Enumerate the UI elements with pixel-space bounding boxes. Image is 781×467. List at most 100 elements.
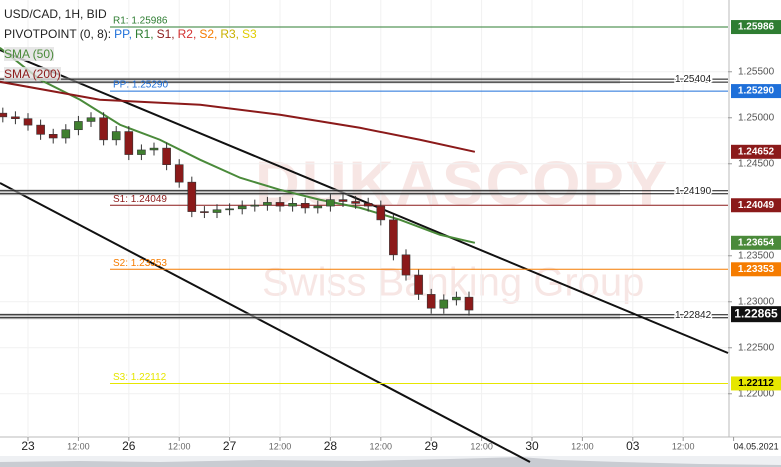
candle-body [288,203,297,207]
candle-body [23,118,33,126]
candle-body [452,296,461,301]
indicator-item: S2, [199,27,218,41]
overlay-line [0,46,476,244]
candle-body [363,203,373,207]
x-tick-label: 28 [324,439,338,453]
y-tick-label: 1.24500 [738,158,775,169]
x-tick-label: 12:00 [168,441,191,451]
price-box-label: 1.24049 [738,200,775,211]
candle-body [74,121,83,131]
candle-body [200,211,209,213]
x-tick-label: 12:00 [571,441,594,451]
x-tick-label: 12:00 [269,441,292,451]
pivot-label: S3: 1.22112 [113,372,167,383]
candle-body [48,134,58,139]
overlay-legend-row: SMA (50) [4,44,260,64]
candle-body [11,116,20,119]
pivot-label: S2: 1.23353 [113,258,167,269]
candle-body [212,209,222,213]
x-tick-label: 30 [525,439,539,453]
drawn-level-label: 1.25404 [675,74,712,85]
candle-body [225,208,234,211]
x-tick-label: 29 [425,439,439,453]
level-band [0,77,620,84]
x-tick-label: 04.05.2021 [734,441,779,451]
price-box-label: 1.25290 [738,86,775,97]
candle-body [300,203,310,209]
overlay-legend: SMA (50) SMA (200) [4,44,260,84]
candle-body [389,219,398,256]
title: USD/CAD, 1H, BID [4,7,107,21]
price-box [731,198,781,213]
price-box-label: 1.23654 [738,237,775,248]
pivot-label: PP: 1.25290 [113,80,168,91]
candle-body [162,147,171,165]
y-tick-label: 1.22500 [738,342,775,353]
overlay-legend-item: SMA (50) [4,47,55,61]
candle-body [250,204,260,207]
candle-body [0,112,8,118]
trend-line [0,182,531,463]
candle-body [111,131,121,141]
candle-body [313,205,323,209]
candle-body [174,164,184,183]
candle-body [263,202,272,206]
price-box-label: 1.25986 [738,22,775,33]
candle-body [401,254,411,276]
price-box [731,235,781,250]
candle-body [275,202,285,207]
price-box-label: 1.22112 [738,378,774,389]
indicator-item: R2, [177,27,197,41]
y-tick-label: 1.25500 [738,66,775,77]
candle-body [351,201,360,204]
x-tick-label: 12:00 [470,441,493,451]
x-tick-label: 12:00 [672,441,695,451]
price-box-label: 1.24652 [738,146,775,157]
overlay-line [0,80,476,153]
last-price-label: 1.22865 [734,306,778,320]
x-tick-label: 12:00 [67,441,90,451]
pivot-label: S1: 1.24049 [113,194,167,205]
price-box [731,144,781,159]
x-tick-label: 03 [626,439,640,453]
indicator-item: S3 [242,27,257,41]
indicator-legend: PIVOTPOINT (0, 8): PP, R1, S1, R2, S2, R3, S3 [4,24,260,44]
overlay-legend-row: SMA (200) [4,64,260,84]
indicator-item: R1, [134,27,154,41]
price-box-label: 1.23353 [738,264,775,275]
candle-body [414,274,423,295]
candle-body [326,199,335,207]
last-price-box [731,306,781,323]
navigator-area [0,457,781,467]
price-box [731,20,781,35]
candle-body [237,205,247,210]
price-box [731,84,781,99]
level-band [0,189,620,196]
candle-body [36,124,45,135]
x-tick-label: 26 [122,439,136,453]
price-box [731,376,781,391]
candle-body [439,299,449,309]
candle-body [86,117,96,122]
candle-body [124,131,134,155]
y-tick-label: 1.23000 [738,296,775,307]
candle-body [187,181,197,212]
indicator-item: R3, [220,27,240,41]
x-tick-label: 27 [223,439,237,453]
header: USD/CAD, 1H, BID PIVOTPOINT (0, 8): PP, R1… [4,4,260,84]
candle-body [426,294,436,309]
pivot-label: R1: 1.25986 [113,16,168,27]
candle-body [464,296,474,311]
indicator-label: PIVOTPOINT (0, 8): [4,27,112,41]
price-box [731,262,781,277]
level-band [0,313,620,320]
candle-body [99,117,108,141]
y-tick-label: 1.25000 [738,112,775,123]
candle-body [376,205,386,221]
candle-body [137,149,146,155]
indicator-item: PP, [114,27,132,41]
candle-body [338,199,348,202]
drawn-level-label: 1.22842 [675,310,712,321]
